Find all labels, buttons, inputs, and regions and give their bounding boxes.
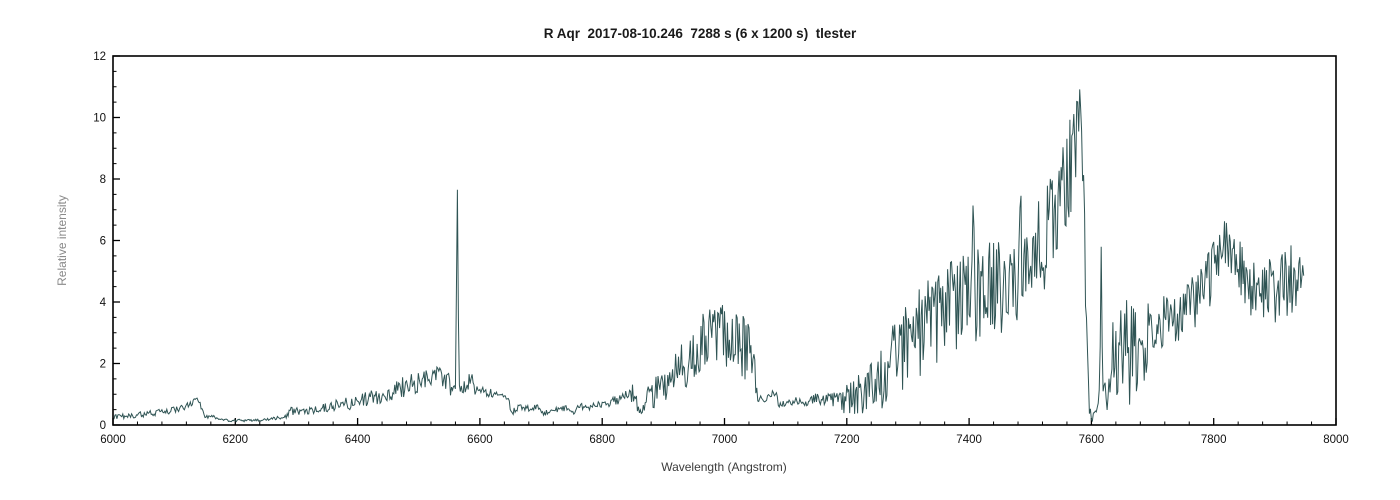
x-axis-major-ticks (112, 418, 1337, 425)
svg-text:8000: 8000 (1323, 434, 1349, 446)
svg-text:10: 10 (93, 113, 106, 125)
svg-text:6: 6 (100, 236, 106, 248)
svg-text:6400: 6400 (345, 434, 371, 446)
svg-text:7400: 7400 (956, 434, 982, 446)
y-axis-label: Relative intensity (55, 195, 69, 286)
svg-text:7600: 7600 (1079, 434, 1105, 446)
svg-text:6800: 6800 (589, 434, 615, 446)
svg-text:4: 4 (100, 297, 107, 309)
spectrum-line (113, 89, 1305, 423)
svg-text:7200: 7200 (834, 434, 860, 446)
x-axis-label: Wavelength (Angstrom) (661, 460, 787, 474)
svg-text:6600: 6600 (467, 434, 493, 446)
svg-text:8: 8 (100, 174, 106, 186)
svg-text:0: 0 (100, 420, 106, 432)
svg-text:2: 2 (100, 359, 106, 371)
x-axis-tick-labels: 6000 6200 6400 6600 6800 7000 7200 7400 7600 7800… (100, 434, 1349, 446)
svg-text:12: 12 (93, 51, 106, 63)
chart-title: R Aqr 2017-08-10.246 7288 s (6 x 1200 s)… (544, 26, 857, 41)
plot-border (112, 55, 1337, 426)
svg-text:6200: 6200 (223, 434, 249, 446)
y-axis-tick-labels: 0 2 4 6 8 10 12 (93, 51, 106, 432)
svg-text:7800: 7800 (1201, 434, 1227, 446)
svg-text:6000: 6000 (100, 434, 126, 446)
y-axis-major-ticks (113, 55, 120, 426)
svg-text:7000: 7000 (712, 434, 738, 446)
